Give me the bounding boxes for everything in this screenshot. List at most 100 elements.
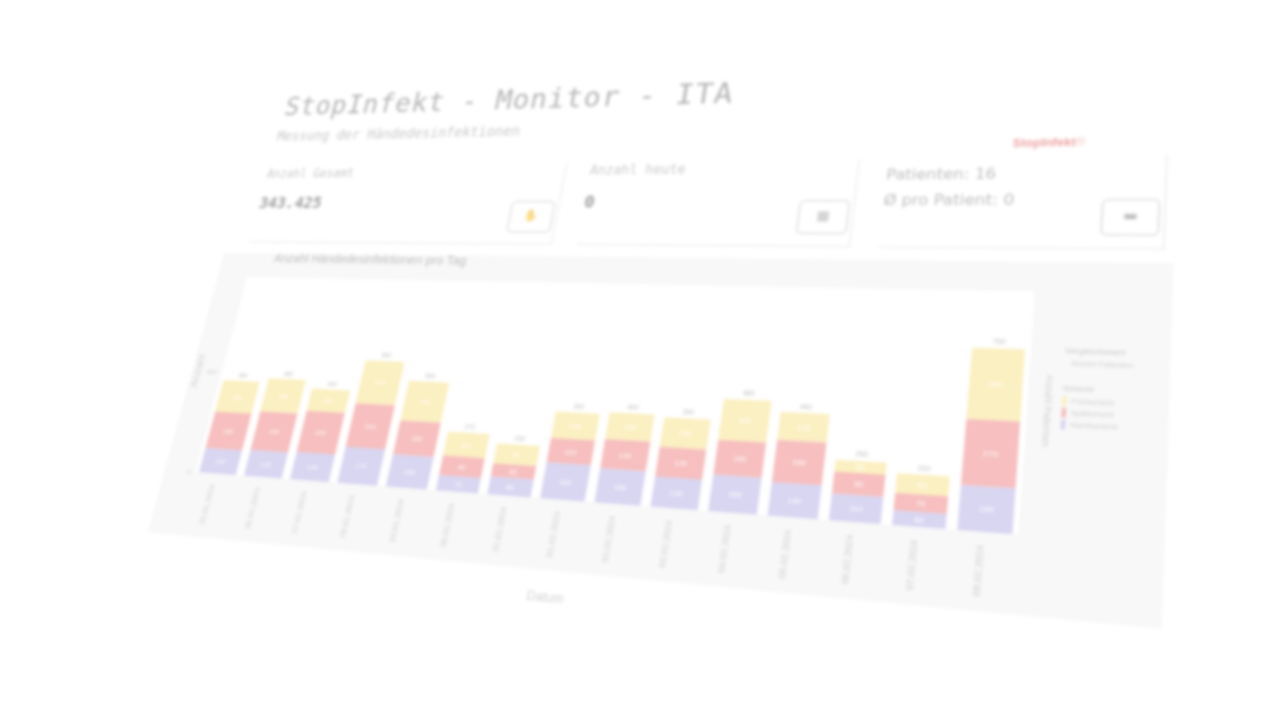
bar-value-label: 60 — [508, 468, 518, 476]
bar-value-label: 160 — [558, 478, 572, 487]
bar-total-label: 210 — [917, 465, 931, 473]
legend-title-shift: Schicht — [1063, 385, 1094, 395]
bar-value-label: 90 — [512, 452, 522, 460]
bar-value-label: 150 — [403, 469, 416, 477]
bar-value-label: 90 — [853, 481, 864, 490]
x-tick-label: 03.02.2024 — [657, 519, 675, 568]
x-tick-label: 26.01.2024 — [243, 487, 262, 530]
chart-title: Anzahl Händedesinfektionen pro Tag — [272, 252, 468, 269]
calendar-icon[interactable]: ▦ — [795, 200, 850, 235]
bar-total-label: 485 — [742, 391, 755, 398]
legend-item: Nachtschicht — [1070, 423, 1118, 433]
bar-value-label: 120 — [568, 423, 582, 431]
bar-value-label: 130 — [306, 464, 319, 472]
x-tick-label: 04.02.2024 — [716, 524, 733, 573]
x-tick-label: 25.01.2024 — [198, 483, 217, 525]
bar-value-label: 120 — [796, 424, 811, 433]
y-axis-label: Anzahl — [189, 354, 208, 388]
x-tick-label: 29.01.2024 — [387, 498, 406, 543]
bar-value-label: 210 — [374, 380, 387, 388]
x-tick-label: 31.01.2024 — [491, 506, 509, 552]
bar-total-label: 390 — [682, 410, 695, 417]
patients-card: StopInfekt® Patienten: 16 Ø pro Patient:… — [879, 155, 1168, 250]
bar-value-label: 155 — [727, 491, 742, 500]
x-tick-label: 08.02.2024 — [970, 544, 986, 597]
bar-total-label: 250 — [855, 452, 869, 460]
x-tick-label: 07.02.2024 — [904, 539, 920, 591]
x-tick-label: 30.01.2024 — [438, 502, 456, 548]
bar-value-label: 150 — [613, 483, 627, 492]
app-title: StopInfekt - Monitor - ITA — [281, 77, 736, 122]
bar-total-label: 500 — [424, 374, 436, 381]
hand-icon[interactable]: ✋ — [506, 201, 556, 233]
bed-icon[interactable]: ▬ — [1100, 199, 1161, 236]
app-subtitle: Messung der Händedesinfektionen — [275, 124, 522, 145]
today-card: Anzahl heute 0 ▦ — [576, 159, 860, 247]
x-tick-label: 06.02.2024 — [839, 533, 856, 584]
bar-value-label: 180 — [792, 459, 807, 468]
bar-value-label: 130 — [669, 490, 684, 499]
bar-value-label: 130 — [678, 430, 692, 439]
y-tick-label: 0 — [186, 469, 191, 476]
patients-average: Ø pro Patient: 0 — [883, 191, 1015, 209]
bar-value-label: 125 — [259, 461, 272, 469]
legend-item-patients: Anzahl Patienten — [1071, 361, 1133, 371]
bar-value-label: 80 — [917, 481, 928, 490]
legend-item: Frühschicht — [1071, 399, 1114, 408]
total-label: Anzahl Gesamt — [265, 166, 355, 181]
bar-value-label: 170 — [355, 463, 368, 471]
bar-value-label: 120 — [214, 458, 226, 466]
total-card: Anzahl Gesamt 343.425 ✋ — [249, 163, 568, 245]
bar-value-label: 110 — [460, 442, 473, 450]
patients-label: Patienten: 16 — [885, 165, 996, 183]
dashboard: StopInfekt - Monitor - ITA Messung der H… — [156, 60, 1226, 709]
bar-value-label: 70 — [915, 500, 926, 510]
bar-value-label: 80 — [505, 484, 515, 493]
x-tick-label: 02.02.2024 — [600, 515, 618, 563]
brand-logo: StopInfekt® — [1012, 136, 1086, 150]
bar-value-label: 190 — [268, 429, 280, 437]
bar-value-label: 180 — [737, 417, 752, 426]
bar-value-label: 165 — [277, 393, 289, 401]
bar-value-label: 110 — [322, 398, 334, 406]
bar-value-label: 160 — [410, 435, 423, 443]
bar-total-label: 230 — [513, 436, 525, 443]
bar-total-label: 750 — [992, 340, 1006, 348]
y2-axis-label: Anzahl Patienten — [1039, 374, 1056, 447]
bar-value-label: 150 — [732, 455, 747, 464]
bar-value-label: 130 — [673, 460, 688, 469]
legend-swatch — [1061, 408, 1066, 418]
x-tick-label: 28.01.2024 — [338, 494, 357, 538]
legend-swatch — [1062, 396, 1067, 406]
x-axis-label: Datum — [525, 589, 564, 607]
bar-value-label: 300 — [988, 381, 1004, 390]
bar-value-label: 140 — [787, 497, 802, 507]
x-tick-label: 01.02.2024 — [544, 510, 562, 557]
bar-value-label: 120 — [623, 424, 637, 433]
total-value: 343.425 — [257, 193, 324, 212]
legend-title-comparison: Vergleichswert — [1065, 347, 1126, 357]
bar-value-label: 270 — [983, 450, 999, 460]
bar-value-label: 180 — [222, 428, 234, 436]
x-tick-label: 05.02.2024 — [776, 529, 793, 579]
bar-chart: 120 180 160 460 125 190 165 480 130 200 110 440 170 2… — [133, 268, 1173, 702]
bar-value-label: 50 — [855, 464, 866, 473]
bar-total-label: 400 — [627, 405, 640, 412]
legend-swatch — [1060, 420, 1065, 430]
bar-value-label: 180 — [978, 505, 994, 515]
bar-total-label: 390 — [572, 404, 585, 411]
bar-value-label: 110 — [564, 448, 577, 457]
bar-value-label: 200 — [314, 430, 327, 438]
bar-value-label: 60 — [914, 516, 925, 526]
bar-value-label: 110 — [848, 505, 863, 515]
bar-total-label: 270 — [464, 425, 476, 432]
bar-value-label: 160 — [231, 394, 243, 402]
x-tick-label: 27.01.2024 — [290, 490, 309, 534]
bar-value-label: 190 — [418, 399, 431, 407]
y-tick-label: 500 — [206, 369, 218, 376]
today-label: Anzahl heute — [589, 162, 687, 178]
bar-value-label: 130 — [618, 452, 632, 461]
bar-value-label: 210 — [364, 423, 377, 431]
bar-total-label: 440 — [799, 404, 813, 412]
